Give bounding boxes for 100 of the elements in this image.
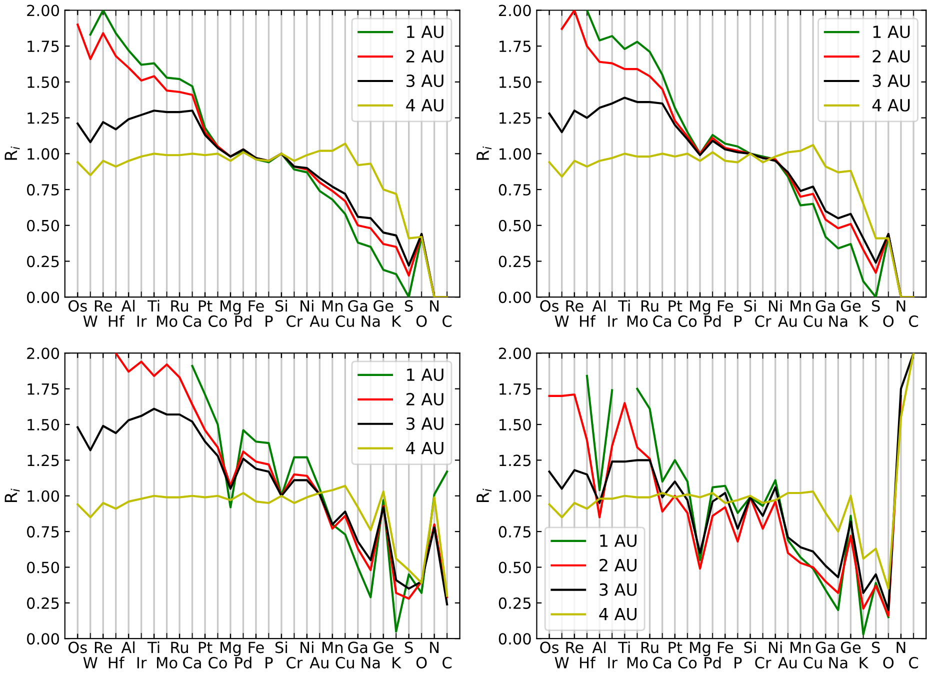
legend-label: 1 AU xyxy=(407,368,444,382)
x-tick-label: Pd xyxy=(235,315,252,327)
y-tick-label: 0.75 xyxy=(27,184,59,196)
x-tick-label: Ga xyxy=(816,300,835,312)
x-tick-label: Fe xyxy=(718,300,733,312)
x-tick-label: S xyxy=(404,300,413,312)
y-tick-label: 1.50 xyxy=(500,418,531,431)
x-tick-label: Mo xyxy=(627,316,648,327)
x-tick-label: O xyxy=(883,656,894,668)
x-tick-label: Na xyxy=(362,657,380,668)
x-tick-label: Ru xyxy=(171,642,188,654)
x-tick-label: Mg xyxy=(690,300,710,315)
x-tick-label: Au xyxy=(310,657,328,668)
y-tick-label: 1.75 xyxy=(28,40,59,52)
y-axis-title: R$_{i}$ xyxy=(476,488,492,502)
y-tick-label: 0.50 xyxy=(498,220,531,232)
x-tick-label: Ca xyxy=(183,656,201,668)
x-tick-label: Os xyxy=(540,300,559,312)
x-tick-label: Co xyxy=(678,656,697,668)
x-tick-label: Ni xyxy=(300,641,314,653)
x-tick-label: Ir xyxy=(137,316,147,327)
x-tick-label: Ti xyxy=(147,641,160,653)
y-tick-label: 1.25 xyxy=(500,454,531,466)
y-tick-label: 1.75 xyxy=(500,40,531,52)
legend-label: 1 AU xyxy=(407,26,444,38)
x-tick-label: Ga xyxy=(348,642,368,654)
x-tick-label: Ru xyxy=(641,642,658,654)
x-tick-label: C xyxy=(909,315,918,327)
x-tick-label: Co xyxy=(678,315,697,327)
y-tick-label: 1.00 xyxy=(500,148,531,160)
x-tick-label: Mn xyxy=(322,300,343,312)
y-tick-label: 1.00 xyxy=(500,490,531,502)
y-tick-label: 2.00 xyxy=(498,348,531,360)
x-tick-label: Ca xyxy=(653,656,671,668)
x-tick-label: K xyxy=(392,657,402,668)
x-tick-label: Fe xyxy=(248,300,264,312)
x-tick-label: Hf xyxy=(580,656,596,668)
x-tick-label: Mo xyxy=(627,657,648,668)
x-tick-label: Mo xyxy=(157,316,178,327)
x-tick-label: S xyxy=(404,642,413,654)
x-tick-label: K xyxy=(392,316,402,327)
x-tick-label: Hf xyxy=(580,315,596,327)
x-tick-label: Ti xyxy=(618,641,630,653)
legend-label: 2 AU xyxy=(600,558,636,572)
x-tick-label: O xyxy=(416,656,427,668)
x-tick-label: Au xyxy=(778,657,797,668)
y-tick-label: 0.00 xyxy=(498,292,531,304)
legend-label: 3 AU xyxy=(406,417,444,430)
legend-label: 1 AU xyxy=(600,534,636,547)
y-tick-label: 0.75 xyxy=(498,526,531,538)
legend-label: 4 AU xyxy=(599,608,636,620)
x-tick-label: Ru xyxy=(171,300,188,312)
x-tick-label: S xyxy=(872,300,880,312)
y-tick-label: 0.50 xyxy=(27,562,60,574)
legend-label: 4 AU xyxy=(872,99,910,112)
y-tick-label: 0.00 xyxy=(27,633,60,645)
x-tick-label: Mn xyxy=(790,300,811,312)
x-tick-label: Ni xyxy=(769,641,782,653)
x-tick-label: Na xyxy=(829,316,848,327)
x-tick-label: Re xyxy=(566,300,584,312)
x-tick-label: Ge xyxy=(374,642,394,654)
x-tick-label: Au xyxy=(310,316,328,327)
x-tick-label: Re xyxy=(94,642,112,654)
x-tick-label: Ca xyxy=(183,315,201,327)
x-tick-label: O xyxy=(883,315,894,327)
legend-label: 3 AU xyxy=(406,74,444,88)
x-tick-label: Ge xyxy=(840,300,861,312)
x-tick-label: P xyxy=(734,316,742,327)
x-tick-label: Co xyxy=(208,315,227,327)
y-tick-label: 1.00 xyxy=(28,148,60,160)
y-tick-label: 0.50 xyxy=(27,220,60,232)
x-tick-label: Ge xyxy=(374,300,394,312)
x-tick-label: Cu xyxy=(804,315,822,327)
x-tick-label: Ir xyxy=(608,316,618,327)
x-tick-label: Pt xyxy=(198,642,212,653)
x-tick-label: Fe xyxy=(248,642,264,654)
x-tick-label: Mg xyxy=(690,642,710,656)
x-tick-label: Ge xyxy=(840,642,861,654)
y-tick-label: 0.75 xyxy=(498,184,531,196)
x-tick-label: C xyxy=(909,656,918,668)
x-tick-label: Ti xyxy=(147,300,160,312)
x-tick-label: Au xyxy=(778,316,797,327)
legend-label: 3 AU xyxy=(872,74,910,88)
y-tick-label: 2.00 xyxy=(498,4,531,16)
x-tick-label: Fe xyxy=(718,642,733,654)
x-tick-label: Ni xyxy=(300,300,314,312)
x-tick-label: Hf xyxy=(108,656,125,668)
x-tick-label: Ca xyxy=(653,315,671,327)
y-axis-title: R$_{i}$ xyxy=(4,146,20,160)
y-axis-title: R$_{i}$ xyxy=(4,488,20,502)
x-tick-label: Re xyxy=(566,642,584,654)
x-tick-label: W xyxy=(554,657,569,668)
y-tick-label: 1.25 xyxy=(28,112,59,124)
x-tick-label: Si xyxy=(744,641,756,654)
y-tick-label: 1.00 xyxy=(28,490,60,502)
x-tick-label: Ir xyxy=(608,657,618,668)
x-tick-label: Pt xyxy=(668,642,682,653)
x-tick-label: N xyxy=(430,642,439,653)
x-tick-label: Cr xyxy=(755,315,772,327)
x-tick-label: Ga xyxy=(348,300,368,312)
